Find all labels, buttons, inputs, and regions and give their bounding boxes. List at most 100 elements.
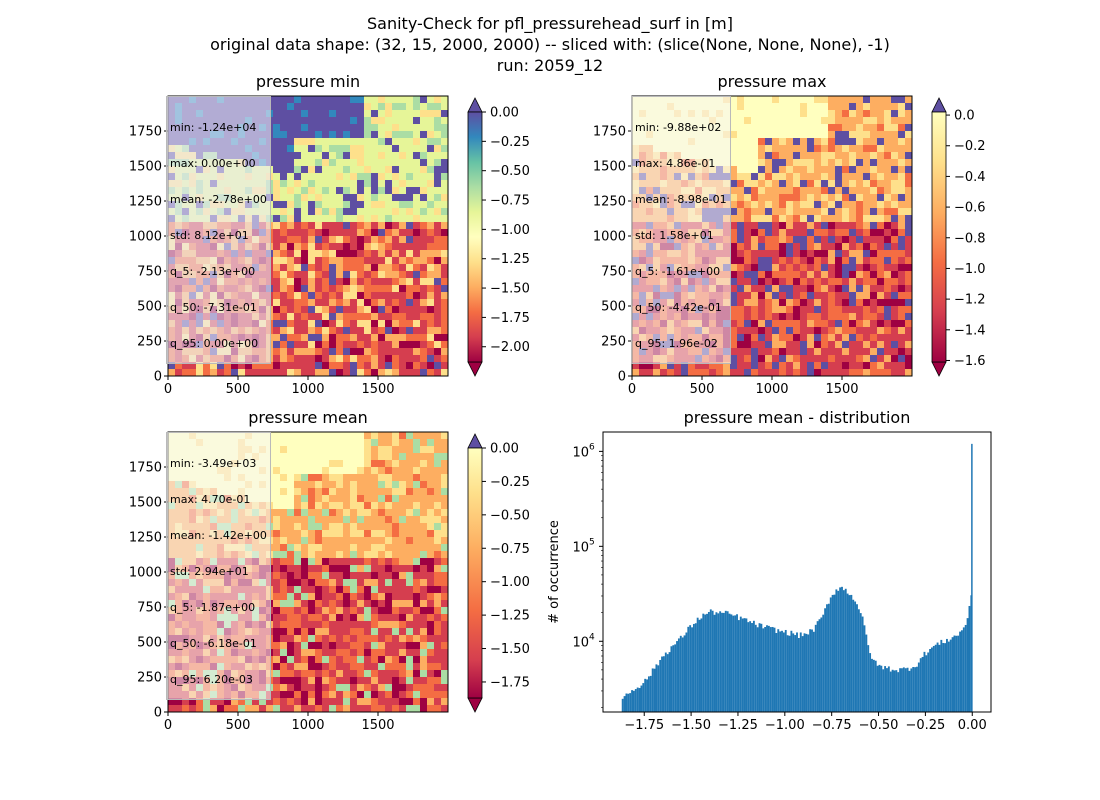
heatmap-cell xyxy=(744,334,752,342)
heatmap-cell xyxy=(849,250,857,258)
heatmap-cell xyxy=(329,124,337,132)
heatmap-cell xyxy=(842,131,850,139)
heatmap-cell xyxy=(378,103,386,111)
heatmap-cell xyxy=(821,327,829,335)
heatmap-cell xyxy=(427,698,435,706)
heatmap-cell xyxy=(294,516,302,524)
heatmap-cell xyxy=(287,243,295,251)
histogram-bar xyxy=(672,645,675,712)
heatmap-cell xyxy=(765,306,773,314)
heatmap-cell xyxy=(301,537,309,545)
heatmap-cell xyxy=(434,642,442,650)
heatmap-cell xyxy=(336,705,344,713)
heatmap-cell xyxy=(905,243,913,251)
heatmap-cell xyxy=(392,502,400,510)
heatmap-cell xyxy=(821,152,829,160)
heatmap-cell xyxy=(800,257,808,265)
heatmap-cell xyxy=(280,565,288,573)
heatmap-cell xyxy=(301,173,309,181)
heatmap-cell xyxy=(814,110,822,118)
heatmap-cell xyxy=(378,278,386,286)
heatmap-cell xyxy=(308,306,316,314)
heatmap-cell xyxy=(336,488,344,496)
heatmap-cell xyxy=(842,215,850,223)
heatmap-cell xyxy=(786,194,794,202)
heatmap-cell xyxy=(392,201,400,209)
heatmap-cell xyxy=(835,299,843,307)
heatmap-cell xyxy=(378,467,386,475)
heatmap-cell xyxy=(856,215,864,223)
heatmap-cell xyxy=(280,327,288,335)
heatmap-cell xyxy=(301,691,309,699)
heatmap-cell xyxy=(378,509,386,517)
heatmap-cell xyxy=(315,670,323,678)
heatmap-cell xyxy=(280,278,288,286)
heatmap-cell xyxy=(385,453,393,461)
heatmap-cell xyxy=(793,257,801,265)
heatmap-cell xyxy=(294,530,302,538)
heatmap-cell xyxy=(441,467,449,475)
heatmap-cell xyxy=(364,481,372,489)
heatmap-cell xyxy=(842,166,850,174)
heatmap-cell xyxy=(287,593,295,601)
heatmap-cell xyxy=(427,194,435,202)
heatmap-cell xyxy=(287,362,295,370)
heatmap-cell xyxy=(737,243,745,251)
heatmap-cell xyxy=(357,138,365,146)
heatmap-cell xyxy=(842,187,850,195)
heatmap-cell xyxy=(392,628,400,636)
heatmap-cell xyxy=(357,306,365,314)
heatmap-cell xyxy=(406,628,414,636)
heatmap-cell xyxy=(800,299,808,307)
heatmap-cell xyxy=(294,257,302,265)
heatmap-cell xyxy=(898,187,906,195)
heatmap-cell xyxy=(821,201,829,209)
heatmap-cell xyxy=(828,152,836,160)
heatmap-cell xyxy=(406,593,414,601)
heatmap-cell xyxy=(765,131,773,139)
heatmap-cell xyxy=(898,236,906,244)
heatmap-cell xyxy=(420,334,428,342)
heatmap-cell xyxy=(336,628,344,636)
heatmap-cell xyxy=(371,208,379,216)
heatmap-cell xyxy=(420,453,428,461)
heatmap-cell xyxy=(814,362,822,370)
heatmap-cell xyxy=(280,250,288,258)
heatmap-cell xyxy=(835,145,843,153)
heatmap-cell xyxy=(758,348,766,356)
heatmap-cell xyxy=(329,355,337,363)
heatmap-cell xyxy=(765,159,773,167)
heatmap-cell xyxy=(343,341,351,349)
heatmap-cell xyxy=(343,243,351,251)
heatmap-cell xyxy=(427,334,435,342)
heatmap-cell xyxy=(898,334,906,342)
heatmap-cell xyxy=(835,257,843,265)
heatmap-cell xyxy=(392,516,400,524)
heatmap-cell xyxy=(744,159,752,167)
heatmap-cell xyxy=(877,159,885,167)
heatmap-cell xyxy=(427,264,435,272)
heatmap-cell xyxy=(779,173,787,181)
heatmap-cell xyxy=(772,285,780,293)
heatmap-cell xyxy=(196,705,204,713)
heatmap-cell xyxy=(315,229,323,237)
heatmap-cell xyxy=(315,537,323,545)
heatmap-cell xyxy=(849,215,857,223)
heatmap-cell xyxy=(849,180,857,188)
panel-title-min: pressure min xyxy=(255,72,361,91)
heatmap-cell xyxy=(898,201,906,209)
heatmap-cell xyxy=(385,124,393,132)
heatmap-cell xyxy=(294,446,302,454)
heatmap-cell xyxy=(329,194,337,202)
heatmap-cell xyxy=(870,320,878,328)
heatmap-cell xyxy=(308,558,316,566)
heatmap-cell xyxy=(280,145,288,153)
heatmap-cell xyxy=(849,341,857,349)
heatmap-cell xyxy=(301,509,309,517)
heatmap-cell xyxy=(364,166,372,174)
heatmap-cell xyxy=(308,348,316,356)
heatmap-cell xyxy=(287,537,295,545)
heatmap-cell xyxy=(891,201,899,209)
heatmap-cell xyxy=(413,208,421,216)
heatmap-cell xyxy=(870,299,878,307)
